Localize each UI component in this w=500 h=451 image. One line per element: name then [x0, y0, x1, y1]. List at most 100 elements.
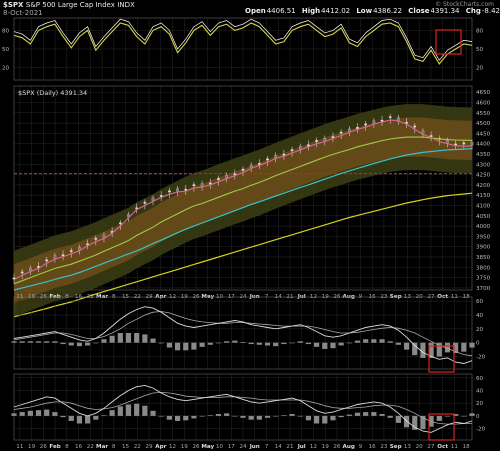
macd-1-hist-bar — [101, 339, 107, 343]
candle-body — [208, 182, 212, 185]
macd-1-tick-label: 60 — [476, 299, 484, 305]
macd-1-macd-line — [13, 306, 473, 364]
price-tick-label: 4600 — [476, 100, 491, 106]
macd-2-hist-bar — [199, 415, 205, 417]
macd-2-x-axis-label: 7 — [265, 444, 269, 450]
candle-body — [388, 116, 392, 119]
macd-2-macd-line — [13, 384, 473, 433]
macd-1-hist-bar — [444, 342, 451, 353]
macd-2-hist-bar — [142, 405, 148, 416]
macd-2-hist-bar — [436, 415, 442, 421]
macd-2-hist-bar — [44, 409, 50, 416]
macd-1-hist-bar — [338, 342, 344, 346]
macd-1-hist-bar — [412, 342, 418, 356]
macd-1-hist-bar — [346, 342, 352, 344]
macd-1-hist-bar — [371, 339, 377, 343]
candle-body — [372, 120, 376, 124]
macd-2-x-axis-label: 14 — [275, 444, 283, 450]
macd-2-x-axis-label: 29 — [145, 444, 153, 450]
macd-1-hist-bar — [109, 335, 115, 343]
macd-2-x-axis-label: 16 — [75, 444, 83, 450]
macd-2-x-axis-label: 26 — [40, 444, 48, 450]
candle-body — [356, 127, 359, 129]
candle-body — [397, 117, 400, 121]
macd-1-tick-label: 40 — [476, 313, 484, 319]
candle-body — [290, 149, 294, 152]
price-tick-label: 4050 — [476, 214, 491, 220]
macd-2-hist-bar — [125, 404, 132, 416]
macd-1-hist-bar — [379, 339, 385, 343]
macd-2-hist-bar — [330, 415, 336, 421]
candle-body — [86, 243, 89, 246]
candle-body — [159, 195, 163, 197]
macd-2-x-axis-label: 26 — [192, 444, 200, 450]
macd-2-hist-bar — [363, 412, 369, 416]
macd-2-hist-bar — [248, 415, 254, 420]
macd-2-x-axis-label: 8 — [112, 444, 116, 450]
rsi-tick-label: 50 — [476, 47, 484, 53]
macd-2-hist-bar — [93, 415, 99, 420]
rsi-secondary-line — [13, 18, 473, 61]
macd-2-tick-label: 60 — [476, 376, 484, 382]
candle-body — [20, 271, 24, 274]
rsi-highlight-box — [435, 29, 462, 55]
price-tick-label: 3800 — [476, 265, 491, 271]
macd-1-hist-bar — [207, 342, 213, 345]
candle-body — [413, 125, 417, 128]
macd-1-hist-bar — [27, 341, 33, 343]
candle-body — [168, 190, 171, 193]
macd-2-hist-bar — [232, 415, 238, 417]
price-tick-label: 4150 — [476, 193, 491, 199]
macd-2-hist-bar — [273, 415, 279, 417]
macd-2-tick-label: 20 — [476, 401, 484, 407]
macd-1-hist-bar — [289, 342, 295, 344]
macd-1-hist-bar — [330, 342, 336, 349]
candle-body — [102, 234, 106, 239]
ma-cyan-line — [13, 148, 473, 291]
candle-body — [446, 140, 449, 144]
macd-2-x-axis-label: 8 — [65, 444, 69, 450]
macd-1-hist-bar — [44, 341, 50, 343]
macd-2-hist-bar — [166, 415, 172, 420]
macd-1-hist-bar — [11, 341, 17, 343]
macd-2-x-axis-label: Jul — [297, 444, 306, 450]
price-tick-label: 4300 — [476, 162, 491, 168]
macd-2-x-axis-label: 15 — [122, 444, 130, 450]
macd-2-hist-bar — [240, 415, 246, 418]
macd-1-hist-bar — [166, 342, 172, 348]
candle-body — [217, 178, 220, 180]
macd-1-hist-bar — [60, 342, 66, 345]
candle-body — [347, 128, 351, 132]
macd-2-x-axis-label: 24 — [239, 444, 247, 450]
macd-2-x-axis-label: 18 — [463, 444, 471, 450]
macd-1-hist-bar — [314, 342, 320, 347]
macd-2-x-axis-label: 22 — [87, 444, 94, 450]
macd-1-hist-bar — [453, 342, 459, 354]
macd-1-hist-bar — [428, 342, 434, 358]
price-tick-label: 4650 — [476, 90, 491, 96]
macd-2-hist-bar — [469, 413, 475, 416]
macd-2-hist-bar — [215, 413, 222, 416]
macd-1-tick-label: 0 — [476, 341, 480, 347]
macd-2-hist-bar — [117, 406, 123, 416]
macd-2-hist-bar — [52, 412, 58, 416]
candle-body — [241, 168, 245, 171]
quote-bar: Open4406.51 High4412.02 Low4386.22 Close… — [245, 7, 500, 15]
macd-2-x-axis-label: 13 — [404, 444, 412, 450]
candle-body — [45, 259, 49, 262]
low-value: 4386.22 — [373, 7, 403, 15]
macd-2-hist-bar — [183, 415, 189, 421]
candle-body — [380, 119, 384, 122]
candle-body — [282, 153, 286, 156]
macd-2-hist-bar — [191, 415, 197, 419]
price-tick-label: 3850 — [476, 255, 491, 261]
macd-2-hist-bar — [19, 412, 25, 416]
candle-body — [192, 184, 196, 187]
macd-1-hist-bar — [420, 342, 426, 358]
macd-2-hist-bar — [35, 410, 42, 416]
macd-2-x-axis-label: 9 — [359, 444, 363, 450]
macd-2-x-axis-label: 20 — [416, 444, 424, 450]
candle-body — [69, 250, 73, 253]
macd-1-hist-bar — [354, 340, 361, 343]
